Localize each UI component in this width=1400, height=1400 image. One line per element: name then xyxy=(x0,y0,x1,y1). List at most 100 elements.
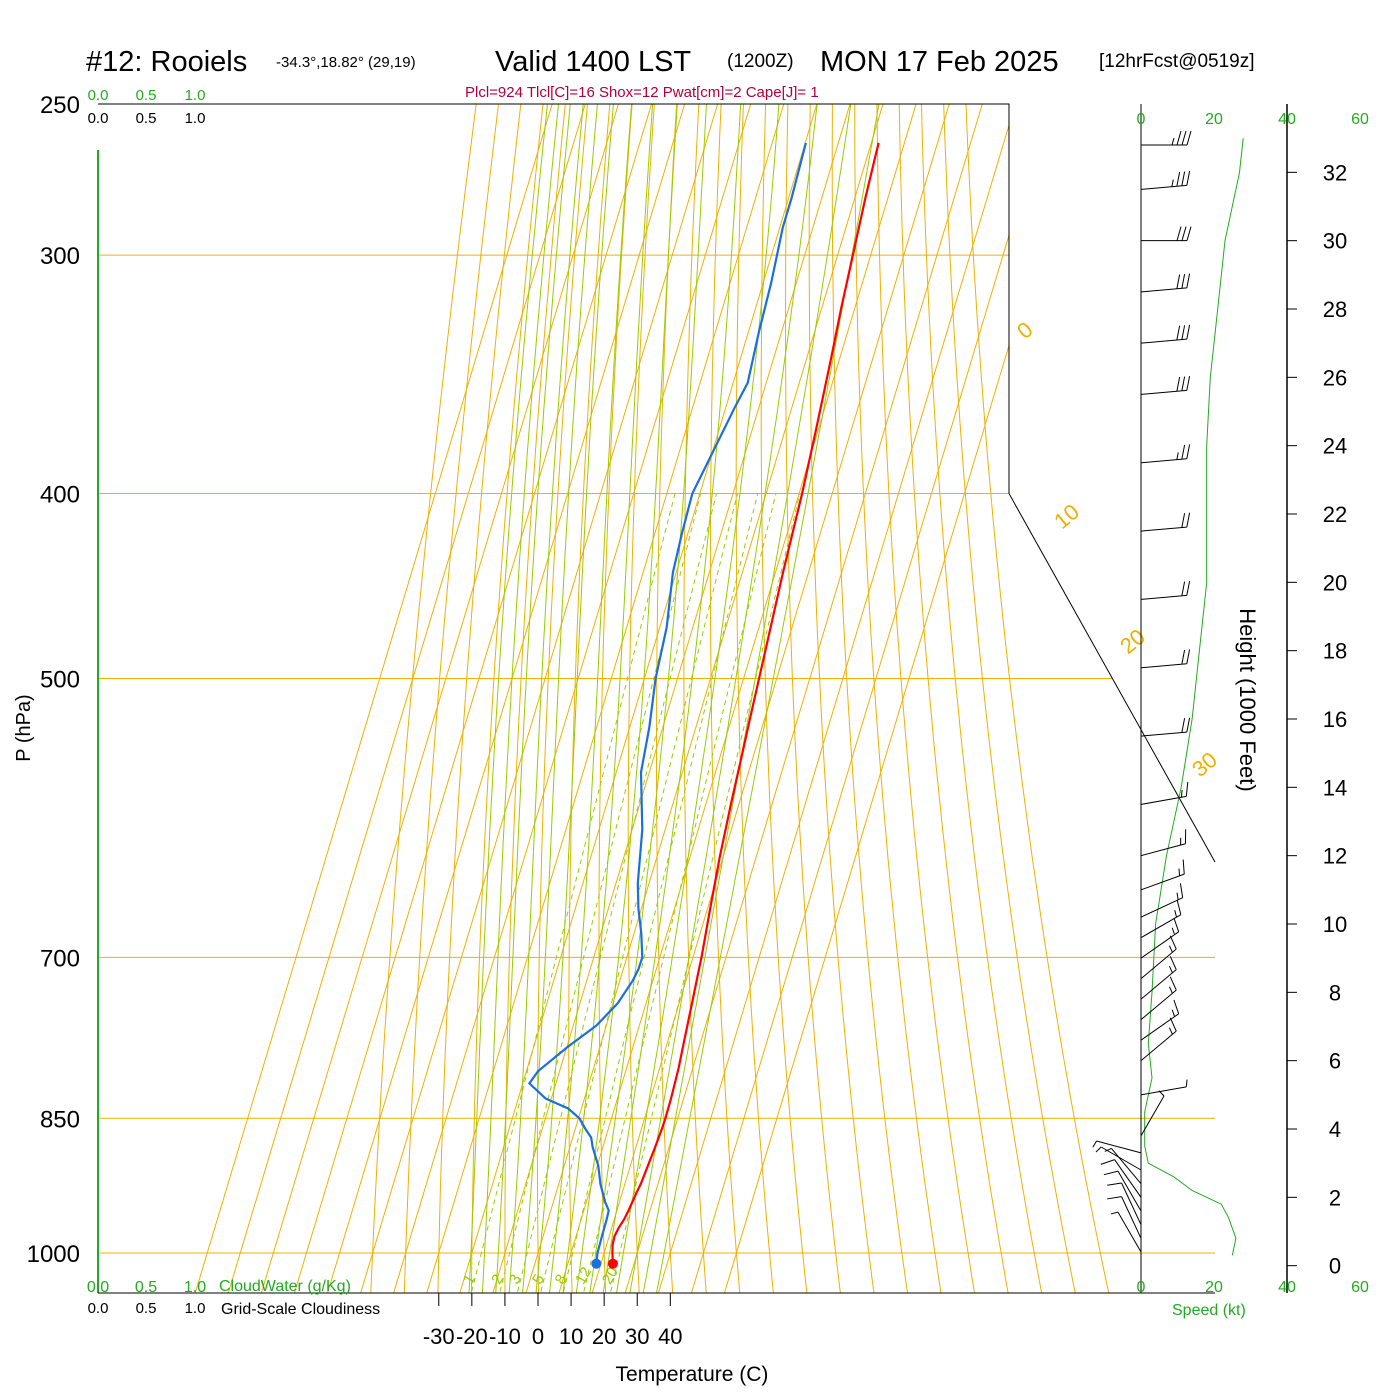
moist-adiabat-line xyxy=(494,104,571,1293)
barb-half-flag xyxy=(1168,986,1173,994)
wind-barb xyxy=(1110,1211,1142,1253)
dry-adiabat-line xyxy=(683,104,708,1293)
adiabat-label: 20 xyxy=(1115,624,1150,659)
moist-adiabat-line xyxy=(560,104,654,1293)
isotherm-line xyxy=(653,104,1016,1293)
barb-flag xyxy=(1169,976,1177,991)
barb-flag xyxy=(1176,130,1182,146)
wind-barb xyxy=(1140,324,1191,344)
barb-flag xyxy=(1169,1017,1177,1032)
speed-tick-top: 40 xyxy=(1278,111,1296,128)
dry-adiabat-line xyxy=(403,104,499,1293)
wind-barb xyxy=(1095,1146,1142,1171)
barb-flag xyxy=(1186,324,1191,340)
temperature-surface-marker xyxy=(607,1258,618,1269)
bottom-cloudiness-tick: 0.0 xyxy=(88,1300,109,1317)
dry-adiabat-line xyxy=(437,104,522,1293)
temp-tick-label: 30 xyxy=(625,1324,649,1349)
height-tick-label: 24 xyxy=(1323,434,1347,459)
wind-barb xyxy=(1140,376,1191,395)
barb-flag xyxy=(1186,444,1191,459)
barb-staff xyxy=(1140,1095,1165,1137)
wind-barb xyxy=(1092,1140,1142,1154)
dry-adiabat-line xyxy=(898,104,1012,1293)
barb-flag xyxy=(1107,1182,1122,1186)
height-tick-label: 16 xyxy=(1323,707,1347,732)
bottom-cloudiness-tick: 1.0 xyxy=(185,1300,206,1317)
isotherm-line xyxy=(619,104,983,1293)
sounding-parameters: Plcl=924 Tlcl[C]=16 Shox=12 Pwat[cm]=2 C… xyxy=(465,84,819,101)
barb-half-flag xyxy=(1178,868,1181,876)
barb-half-flag xyxy=(1104,1147,1112,1152)
barb-flag xyxy=(1181,444,1186,460)
forecast-info: [12hrFcst@0519z] xyxy=(1099,51,1255,72)
temp-tick-label: 0 xyxy=(532,1324,544,1349)
moist-adiabat-line xyxy=(547,104,633,1293)
barb-flag xyxy=(1100,1159,1115,1165)
barb-half-flag xyxy=(1174,909,1177,918)
barb-flag xyxy=(1181,649,1186,665)
barb-staff xyxy=(1114,1159,1142,1198)
barb-flag xyxy=(1181,513,1186,528)
height-axis-title: Height (1000 Feet) xyxy=(1235,608,1260,791)
isotherm-line xyxy=(289,104,652,1293)
temperature-profile xyxy=(611,142,880,1264)
isotherm-line xyxy=(421,104,785,1293)
dry-adiabat-line xyxy=(598,104,633,1293)
dry-adiabat-line xyxy=(470,104,544,1293)
barb-flag xyxy=(1173,999,1180,1014)
top-cloudiness-tick: 1.0 xyxy=(185,110,206,127)
barb-half-flag xyxy=(1168,965,1173,974)
wind-barb xyxy=(1103,1170,1142,1212)
barb-flag xyxy=(1181,325,1186,340)
barb-flag xyxy=(1186,273,1191,289)
barb-flag xyxy=(1181,718,1186,733)
barb-staff xyxy=(1140,287,1187,293)
barb-staff xyxy=(1140,1030,1177,1062)
wind-barb xyxy=(1140,1079,1188,1096)
dry-adiabat-line xyxy=(735,104,776,1293)
barb-half-flag xyxy=(1176,452,1179,460)
isotherm-line xyxy=(322,104,686,1293)
height-tick-label: 26 xyxy=(1323,365,1347,390)
pressure-tick-label: 1000 xyxy=(27,1241,80,1268)
wind-barb xyxy=(1140,900,1182,939)
temp-tick-label: 40 xyxy=(658,1324,682,1349)
barb-flag xyxy=(1181,171,1186,186)
moist-adiabat-line xyxy=(520,104,598,1293)
barb-staff xyxy=(1140,731,1187,737)
dry-adiabat-line xyxy=(943,104,1079,1293)
barb-half-flag xyxy=(1095,1146,1102,1153)
axes: 250 300 400 500 700 850 1000 -30 -20 -10 0 10 20 30 40… xyxy=(27,87,683,1349)
moist-adiabat-line xyxy=(507,104,584,1293)
dewpoint-profile xyxy=(527,142,807,1264)
pressure-tick-label: 300 xyxy=(40,243,80,270)
wind-barb xyxy=(1141,226,1192,242)
adiabat-label: 0 xyxy=(1012,317,1037,344)
pressure-tick-label: 850 xyxy=(40,1106,80,1133)
barb-staff xyxy=(1100,1146,1142,1171)
speed-tick-top: 0 xyxy=(1137,111,1146,128)
top-cloudwater-tick: 1.0 xyxy=(185,87,206,104)
moist-adiabat-line xyxy=(600,104,742,1293)
barb-half-flag xyxy=(1171,179,1174,187)
wind-barb xyxy=(1140,829,1187,857)
wind-barb xyxy=(1140,956,1177,1000)
barb-flag xyxy=(1182,859,1185,875)
dry-adiabat-line xyxy=(536,104,588,1293)
moist-adiabat-line xyxy=(653,104,880,1293)
bottom-cloudwater-tick: 0.0 xyxy=(87,1279,109,1296)
speed-tick-top: 60 xyxy=(1351,111,1369,128)
barb-staff xyxy=(1117,1170,1142,1212)
speed-tick-bottom: 20 xyxy=(1205,1279,1223,1296)
wind-barb xyxy=(1100,1159,1142,1198)
zulu-time: (1200Z) xyxy=(727,51,794,72)
barb-staff xyxy=(1140,969,1177,1000)
dry-adiabat-line xyxy=(369,104,477,1293)
dry-adiabat-line xyxy=(808,104,877,1293)
wind-barb xyxy=(1140,171,1191,190)
barb-half-flag xyxy=(1171,1009,1176,1017)
barb-staff xyxy=(1140,1086,1187,1096)
barb-staff xyxy=(1140,389,1187,395)
barb-staff xyxy=(1140,914,1182,939)
